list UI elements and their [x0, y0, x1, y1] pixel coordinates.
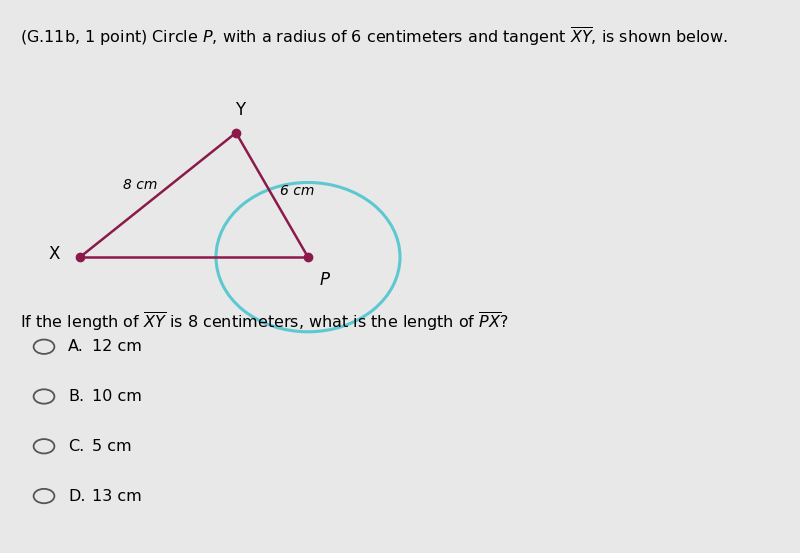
Text: 6 cm: 6 cm: [280, 184, 314, 198]
Text: P: P: [320, 271, 330, 289]
Text: Y: Y: [235, 101, 245, 119]
Text: (G.11b, 1 point) Circle $P$, with a radius of 6 centimeters and tangent $\overli: (G.11b, 1 point) Circle $P$, with a radi…: [20, 25, 728, 48]
Text: C.: C.: [68, 439, 84, 454]
Text: 5 cm: 5 cm: [92, 439, 132, 454]
Text: 10 cm: 10 cm: [92, 389, 142, 404]
Text: 12 cm: 12 cm: [92, 339, 142, 354]
Text: A.: A.: [68, 339, 84, 354]
Text: If the length of $\overline{XY}$ is 8 centimeters, what is the length of $\overl: If the length of $\overline{XY}$ is 8 ce…: [20, 310, 509, 333]
Text: 8 cm: 8 cm: [123, 178, 157, 192]
Text: B.: B.: [68, 389, 84, 404]
Text: D.: D.: [68, 488, 86, 504]
Text: X: X: [49, 246, 60, 263]
Text: 13 cm: 13 cm: [92, 488, 142, 504]
